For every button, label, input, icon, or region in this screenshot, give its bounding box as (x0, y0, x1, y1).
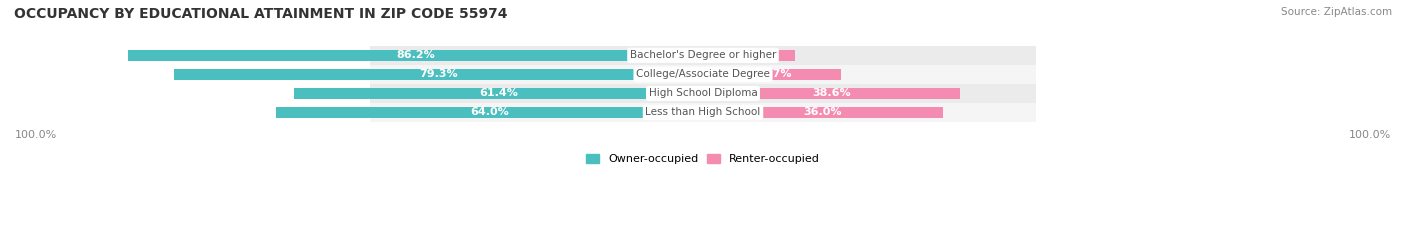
Bar (703, 69, 841, 80)
Legend: Owner-occupied, Renter-occupied: Owner-occupied, Renter-occupied (586, 154, 820, 164)
Bar (370, 65, 1036, 84)
Text: 20.7%: 20.7% (752, 69, 792, 79)
Text: College/Associate Degree: College/Associate Degree (636, 69, 770, 79)
Text: 13.8%: 13.8% (730, 50, 768, 60)
Bar (703, 88, 960, 99)
Text: 61.4%: 61.4% (479, 89, 517, 99)
Bar (370, 84, 1036, 103)
Bar (276, 107, 703, 118)
Text: OCCUPANCY BY EDUCATIONAL ATTAINMENT IN ZIP CODE 55974: OCCUPANCY BY EDUCATIONAL ATTAINMENT IN Z… (14, 7, 508, 21)
Bar (174, 69, 703, 80)
Text: 79.3%: 79.3% (419, 69, 458, 79)
Bar (128, 50, 703, 61)
Bar (294, 88, 703, 99)
Text: Source: ZipAtlas.com: Source: ZipAtlas.com (1281, 7, 1392, 17)
Text: 36.0%: 36.0% (804, 107, 842, 117)
Bar (703, 107, 943, 118)
Text: 64.0%: 64.0% (470, 107, 509, 117)
Text: 86.2%: 86.2% (396, 50, 434, 60)
Text: High School Diploma: High School Diploma (648, 89, 758, 99)
Text: Less than High School: Less than High School (645, 107, 761, 117)
Text: 38.6%: 38.6% (813, 89, 851, 99)
Bar (370, 46, 1036, 65)
Bar (370, 103, 1036, 122)
Text: Bachelor's Degree or higher: Bachelor's Degree or higher (630, 50, 776, 60)
Bar (703, 50, 794, 61)
